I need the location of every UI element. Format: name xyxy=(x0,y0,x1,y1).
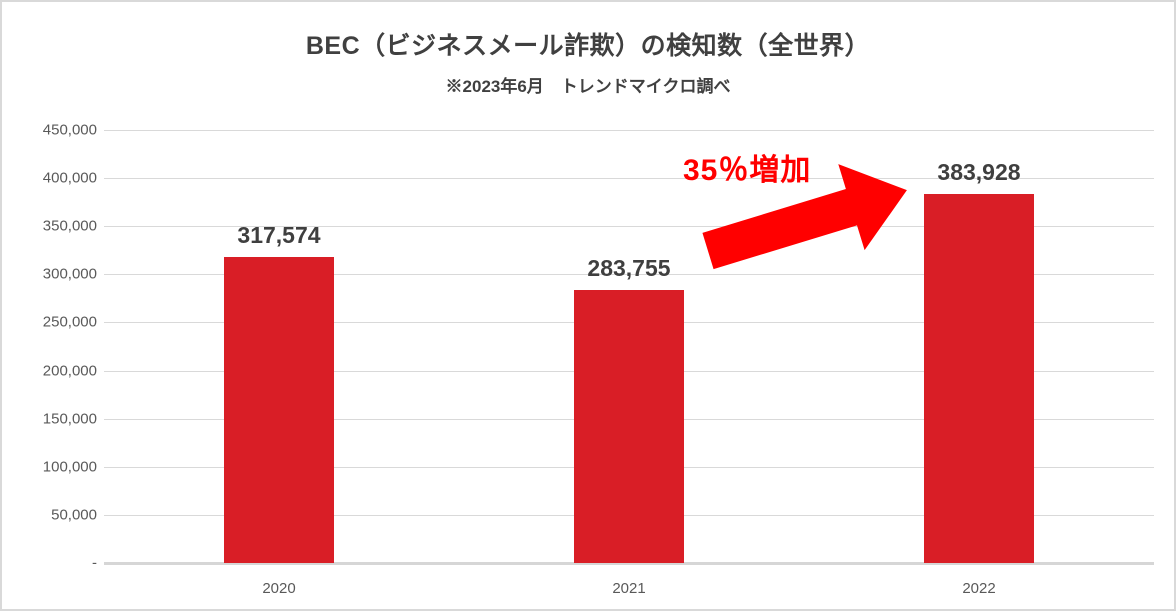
bar-2021 xyxy=(574,289,684,563)
increase-arrow-shape xyxy=(702,164,907,270)
bar-value-label: 383,928 xyxy=(937,158,1021,185)
y-axis-tick-label: 100,000 xyxy=(42,458,97,476)
chart-title: BEC（ビジネスメール詐欺）の検知数（全世界） xyxy=(305,32,871,60)
increase-annotation: 35％増加 xyxy=(683,154,812,187)
y-axis-tick-label: - xyxy=(92,554,97,572)
y-axis-tick-label: 350,000 xyxy=(42,217,97,235)
chart-subtitle: ※2023年6月 トレンドマイクロ調べ xyxy=(445,77,731,96)
bar-value-label: 283,755 xyxy=(587,254,671,281)
y-axis-tick-label: 400,000 xyxy=(42,169,97,187)
y-axis-tick-label: 450,000 xyxy=(42,121,97,139)
y-axis-tick-label: 150,000 xyxy=(42,410,97,428)
y-axis-tick-label: 200,000 xyxy=(42,362,97,380)
bar-2022 xyxy=(924,193,1034,563)
bar-2020 xyxy=(224,257,334,563)
x-axis-tick-label: 2020 xyxy=(262,580,296,597)
x-axis-line xyxy=(104,562,1154,565)
y-axis-tick-label: 50,000 xyxy=(51,506,97,524)
gridline xyxy=(104,226,1154,228)
bar-value-label: 317,574 xyxy=(237,222,321,249)
gridline xyxy=(104,178,1154,180)
y-axis-tick-label: 300,000 xyxy=(42,265,97,283)
gridline xyxy=(104,274,1154,276)
gridline xyxy=(104,130,1154,131)
x-axis-tick-label: 2021 xyxy=(612,580,646,597)
y-axis-tick-label: 250,000 xyxy=(42,313,97,331)
x-axis-tick-label: 2022 xyxy=(962,580,996,597)
